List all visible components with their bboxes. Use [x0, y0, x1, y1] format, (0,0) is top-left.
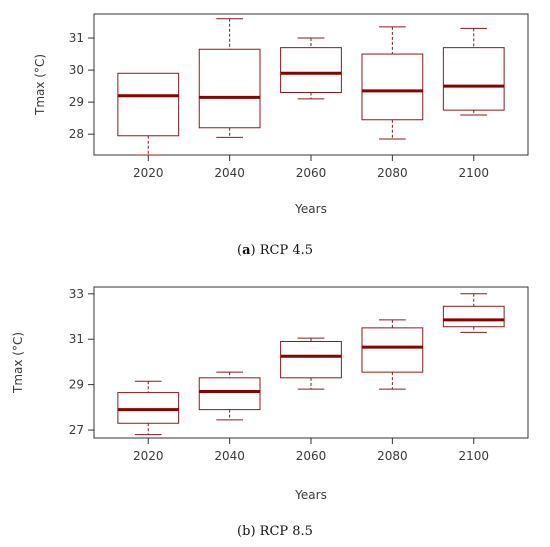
x-tick-label: 2040: [214, 449, 245, 463]
box-2040: [198, 371, 261, 421]
box-body: [361, 53, 424, 121]
y-tick-label: 29: [69, 378, 84, 392]
x-tick-label: 2060: [296, 449, 327, 463]
box-2020: [117, 72, 180, 156]
x-tick-label: 2080: [377, 166, 408, 180]
x-tick-label: 2040: [214, 166, 245, 180]
x-tick-label: 2020: [133, 166, 164, 180]
box-2080: [361, 26, 424, 140]
box-body: [117, 72, 180, 137]
box-body: [280, 340, 342, 379]
box-body: [442, 305, 505, 328]
y-tick-label: 28: [69, 127, 84, 141]
x-tick-label: 2020: [133, 449, 164, 463]
y-tick-label: 31: [69, 31, 84, 45]
y-tick-label: 33: [69, 287, 84, 301]
y-tick-label: 31: [69, 332, 84, 346]
x-tick-label: 2060: [296, 166, 327, 180]
y-axis-title: Tmax (°C): [11, 332, 25, 394]
boxplot-panel-a: 28 29 30 31 2020 2040 2060 2080 2100 Years Tmax (°…: [33, 13, 529, 216]
box-body: [280, 47, 342, 94]
x-axis-title: Years: [294, 488, 327, 502]
x-axis-title: Years: [294, 202, 327, 216]
caption-a: (a) RCP 4.5: [236, 243, 314, 258]
y-axis-title: Tmax (°C): [33, 54, 47, 116]
y-tick-label: 30: [69, 63, 84, 77]
box-2100: [442, 293, 505, 333]
caption-b: (b) RCP 8.5: [237, 524, 313, 539]
box-2060: [280, 37, 342, 100]
y-tick-label: 27: [69, 423, 84, 437]
y-tick-label: 29: [69, 95, 84, 109]
box-2020: [117, 380, 180, 436]
box-body: [442, 47, 505, 111]
box-body: [198, 48, 261, 129]
box-body: [117, 392, 180, 424]
box-2060: [280, 337, 342, 390]
box-body: [361, 327, 424, 373]
boxplot-panel-b: 27 29 31 33 2020 2040 2060 2080 2100 Years Tmax (°…: [11, 286, 529, 502]
x-tick-label: 2100: [458, 166, 489, 180]
box-2040: [198, 18, 261, 138]
x-tick-label: 2100: [458, 449, 489, 463]
box-2080: [361, 319, 424, 390]
x-tick-label: 2080: [377, 449, 408, 463]
box-2100: [442, 27, 505, 116]
box-body: [198, 377, 261, 411]
